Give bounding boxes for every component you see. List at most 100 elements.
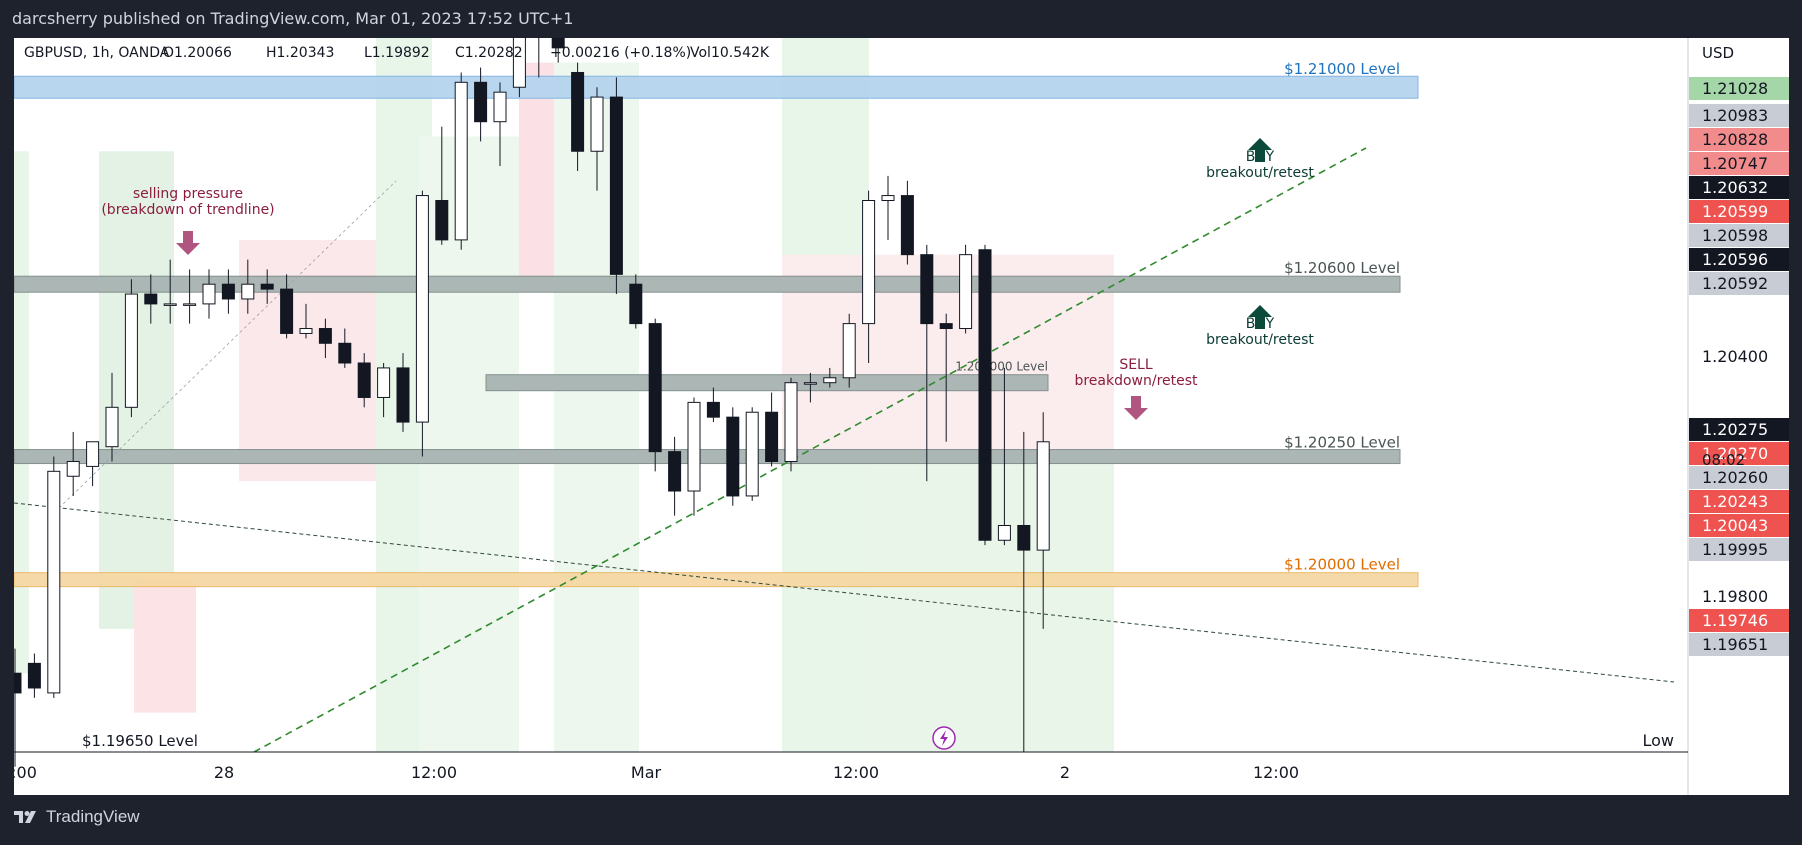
- level-band: [14, 572, 1419, 588]
- helper-line: [58, 180, 397, 509]
- candle[interactable]: [668, 436, 682, 516]
- candle[interactable]: [629, 274, 643, 329]
- candle-body: [512, 38, 526, 88]
- candle[interactable]: [338, 328, 352, 368]
- candle[interactable]: [939, 313, 953, 442]
- candle-body: [415, 195, 429, 423]
- candle[interactable]: [396, 353, 410, 432]
- time-scale[interactable]: :00 28 12:00 Mar 12:00 2 12:00: [14, 751, 1688, 782]
- candle-body: [396, 367, 410, 423]
- candle[interactable]: [997, 367, 1011, 546]
- candle[interactable]: [86, 441, 100, 487]
- level-label: $1.20250 Level: [1284, 434, 1400, 452]
- candle[interactable]: [299, 303, 313, 339]
- candle-body: [241, 283, 255, 300]
- brand-name: TradingView: [46, 807, 140, 826]
- candle[interactable]: [357, 353, 371, 408]
- candle[interactable]: [978, 244, 992, 546]
- price-label: 1.20592: [1702, 274, 1768, 293]
- publisher-line: darcsherry published on TradingView.com,…: [12, 9, 574, 28]
- price-scale[interactable]: USD 1.210281.209831.208281.207471.206321…: [1642, 38, 1789, 795]
- candle[interactable]: [493, 82, 507, 167]
- candle[interactable]: [803, 372, 817, 403]
- candle[interactable]: [435, 126, 449, 245]
- candle-body: [862, 199, 876, 325]
- annotation-text: breakout/retest: [1206, 165, 1314, 181]
- price-label-bg: [1689, 200, 1789, 223]
- candle[interactable]: [454, 72, 468, 250]
- candle[interactable]: [47, 456, 61, 698]
- candle-body: [202, 283, 216, 305]
- arrow-up-icon: [1248, 138, 1272, 162]
- candle[interactable]: [842, 313, 856, 388]
- price-label: 1.20270: [1702, 444, 1768, 463]
- candle-body: [86, 441, 100, 467]
- candle[interactable]: [609, 77, 623, 295]
- candle[interactable]: [862, 190, 876, 363]
- candle[interactable]: [280, 274, 294, 339]
- candle[interactable]: [1036, 412, 1050, 629]
- candle[interactable]: [415, 190, 429, 457]
- candle[interactable]: [14, 648, 22, 767]
- candle[interactable]: [183, 269, 197, 324]
- candle[interactable]: [765, 392, 779, 467]
- candle-body: [745, 411, 759, 497]
- highlight-zones: [14, 38, 1114, 753]
- candle-body: [493, 91, 507, 123]
- price-label: 1.19800: [1702, 587, 1768, 606]
- candle[interactable]: [959, 244, 973, 334]
- candle-body: [900, 195, 914, 256]
- candle[interactable]: [726, 407, 740, 506]
- price-label-bg: [1689, 466, 1789, 489]
- candle-body: [435, 199, 449, 241]
- candle-body: [784, 382, 798, 462]
- candle[interactable]: [706, 387, 720, 423]
- candle[interactable]: [474, 67, 488, 142]
- level-label: 1.204000 Level: [955, 360, 1048, 374]
- level-band: [14, 275, 1401, 293]
- price-label: 1.20043: [1702, 516, 1768, 535]
- candle[interactable]: [221, 269, 235, 314]
- level-label: $1.19650 Level: [82, 732, 198, 750]
- candle[interactable]: [648, 318, 662, 472]
- candle-body: [1036, 441, 1050, 551]
- candle[interactable]: [260, 269, 274, 304]
- candle[interactable]: [745, 407, 759, 501]
- candle-body: [474, 81, 488, 123]
- candle[interactable]: [551, 38, 565, 63]
- candle[interactable]: [687, 397, 701, 516]
- candle[interactable]: [571, 62, 585, 171]
- green-trendline: [253, 147, 1367, 753]
- candle[interactable]: [202, 269, 216, 319]
- candle[interactable]: [533, 38, 545, 78]
- tradingview-logo[interactable]: TradingView: [14, 807, 140, 827]
- candle-body: [124, 293, 138, 408]
- candle[interactable]: [1017, 431, 1031, 752]
- time-tick: Mar: [631, 763, 662, 782]
- candle[interactable]: [377, 362, 391, 418]
- legend-change: +0.00216 (+0.18%): [550, 45, 691, 61]
- arrow-down-icon: [1124, 396, 1148, 420]
- candle[interactable]: [105, 372, 119, 462]
- candle-body: [978, 249, 992, 541]
- publisher-header: darcsherry published on TradingView.com,…: [0, 0, 1802, 38]
- candle[interactable]: [900, 180, 914, 265]
- candle[interactable]: [590, 87, 604, 191]
- candle[interactable]: [66, 431, 80, 496]
- candle[interactable]: [27, 653, 41, 698]
- candle[interactable]: [124, 279, 138, 418]
- candle[interactable]: [881, 175, 895, 240]
- price-label: 1.20400: [1702, 347, 1768, 366]
- chart-area[interactable]: $1.21000 Level $1.20600 Level 1.204000 Lev…: [14, 38, 1789, 795]
- candle[interactable]: [920, 244, 934, 482]
- candle[interactable]: [512, 38, 526, 98]
- candle[interactable]: [144, 274, 158, 324]
- candle[interactable]: [823, 367, 837, 388]
- candle[interactable]: [241, 259, 255, 314]
- candle[interactable]: [784, 377, 798, 472]
- candle[interactable]: [163, 259, 177, 324]
- trend-lines: [14, 147, 1675, 753]
- arrow-down-icon: [176, 231, 200, 255]
- candlestick-chart[interactable]: $1.21000 Level $1.20600 Level 1.204000 Lev…: [14, 38, 1789, 795]
- candle[interactable]: [318, 318, 332, 359]
